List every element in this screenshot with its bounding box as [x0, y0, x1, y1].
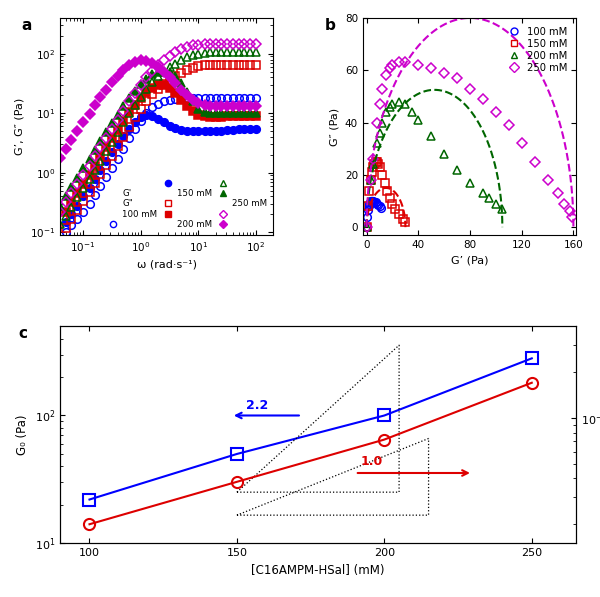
- Text: 1.0: 1.0: [361, 456, 383, 468]
- Y-axis label: G₀ (Pa): G₀ (Pa): [16, 414, 29, 455]
- Y-axis label: G″ (Pa): G″ (Pa): [329, 107, 339, 146]
- Text: 2.2: 2.2: [246, 399, 268, 412]
- Legend: 100 mM, 150 mM, 200 mM, 250 mM: 100 mM, 150 mM, 200 mM, 250 mM: [500, 23, 571, 77]
- X-axis label: ω (rad·s⁻¹): ω (rad·s⁻¹): [137, 259, 197, 269]
- Legend: , G', G", 100 mM, , , 150 mM, , , 200 mM, , , 250 mM, , : , G', G", 100 mM, , , 150 mM, , , 200 mM…: [103, 177, 269, 230]
- Text: a: a: [22, 18, 32, 33]
- Y-axis label: G’, G″ (Pa): G’, G″ (Pa): [14, 98, 24, 155]
- Text: c: c: [19, 326, 28, 341]
- X-axis label: G’ (Pa): G’ (Pa): [451, 256, 488, 266]
- X-axis label: [C16AMPM-HSal] (mM): [C16AMPM-HSal] (mM): [251, 564, 385, 577]
- Text: b: b: [325, 18, 335, 33]
